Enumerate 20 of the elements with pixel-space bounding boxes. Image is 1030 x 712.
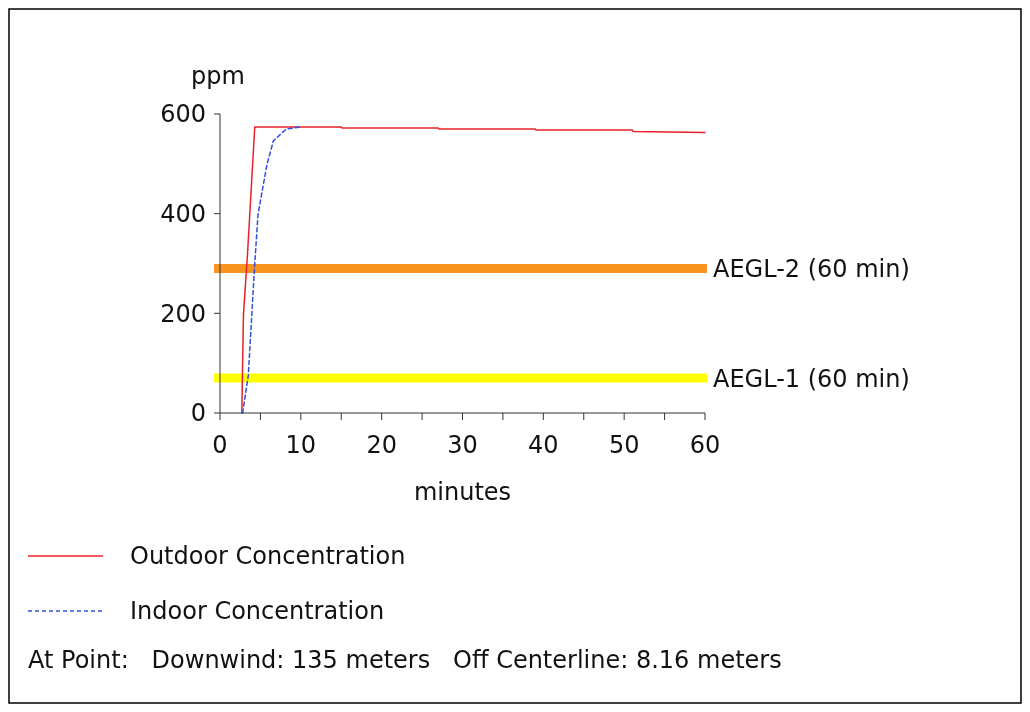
y-tick-label: 600 <box>160 100 206 129</box>
x-axis-title: minutes <box>413 478 512 506</box>
y-tick-label: 200 <box>160 299 206 328</box>
y-axis-title: ppm <box>191 62 245 90</box>
ref-line-label: AEGL-1 (60 min) <box>713 364 910 393</box>
x-tick-label: 0 <box>212 431 228 459</box>
x-tick-label: 60 <box>689 431 721 459</box>
x-tick-label: 50 <box>608 431 640 459</box>
line-series <box>241 126 302 414</box>
y-tick-label: 0 <box>190 399 206 428</box>
legend-label: Outdoor Concentration <box>130 542 406 571</box>
text: At Point: Downwind: 135 meters Off Centerline: 8.16 meters <box>28 646 782 674</box>
ref-line-label: AEGL-2 (60 min) <box>713 254 910 283</box>
x-tick-label: 10 <box>285 431 317 459</box>
y-tick-label: 400 <box>160 200 206 229</box>
x-tick-label: 30 <box>447 431 478 459</box>
legend-label: Indoor Concentration <box>130 597 385 626</box>
x-tick-label: 40 <box>528 431 559 459</box>
line-series <box>241 126 706 414</box>
x-tick-label: 20 <box>366 431 397 459</box>
